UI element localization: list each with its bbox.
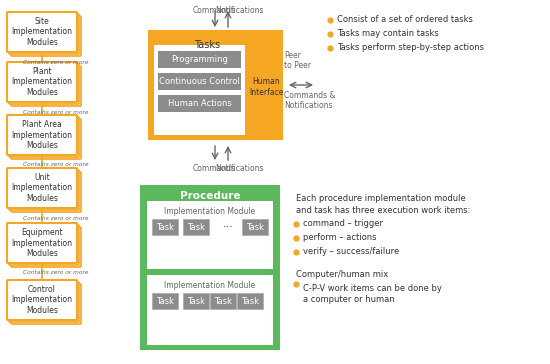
Bar: [242, 219, 268, 235]
FancyBboxPatch shape: [11, 119, 81, 159]
Text: Each procedure implementation module
and task has three execution work items:: Each procedure implementation module and…: [296, 194, 470, 215]
Text: Contains zero or more: Contains zero or more: [23, 215, 89, 221]
FancyBboxPatch shape: [9, 282, 79, 322]
Text: Task: Task: [246, 222, 264, 232]
Text: Human
Interface: Human Interface: [249, 77, 283, 97]
Bar: [237, 293, 263, 309]
Text: C-P-V work items can be done by
a computer or human: C-P-V work items can be done by a comput…: [303, 284, 442, 304]
Text: Computer/human mix: Computer/human mix: [296, 270, 388, 279]
Text: Contains zero or more: Contains zero or more: [23, 270, 89, 276]
FancyBboxPatch shape: [7, 62, 77, 102]
FancyBboxPatch shape: [11, 16, 81, 56]
Bar: [154, 45, 245, 135]
Text: Task: Task: [156, 222, 174, 232]
Text: Plant Area
Implementation
Modules: Plant Area Implementation Modules: [12, 120, 73, 150]
Text: Tasks perform step-by-step actions: Tasks perform step-by-step actions: [337, 44, 484, 52]
Bar: [158, 51, 241, 68]
Text: Contains zero or more: Contains zero or more: [23, 59, 89, 64]
Text: ···: ···: [223, 222, 233, 232]
Text: Task: Task: [214, 297, 232, 305]
Text: Unit
Implementation
Modules: Unit Implementation Modules: [12, 173, 73, 203]
Text: Human Actions: Human Actions: [168, 99, 232, 108]
FancyBboxPatch shape: [7, 12, 77, 52]
Bar: [152, 293, 178, 309]
FancyBboxPatch shape: [9, 225, 79, 265]
FancyBboxPatch shape: [9, 64, 79, 104]
Text: Peer
to Peer: Peer to Peer: [284, 51, 311, 70]
Text: Task: Task: [241, 297, 259, 305]
FancyBboxPatch shape: [11, 284, 81, 324]
Text: Task: Task: [187, 297, 205, 305]
Text: Implementation Module: Implementation Module: [164, 206, 256, 215]
Text: Tasks: Tasks: [194, 40, 221, 50]
Text: Programming: Programming: [171, 55, 228, 64]
FancyBboxPatch shape: [9, 14, 79, 54]
Text: perform – actions: perform – actions: [303, 233, 377, 242]
Bar: [158, 73, 241, 90]
Bar: [152, 219, 178, 235]
Bar: [147, 201, 273, 269]
FancyBboxPatch shape: [9, 170, 79, 210]
Bar: [140, 185, 280, 350]
Text: verify – success/failure: verify – success/failure: [303, 248, 399, 257]
Text: Consist of a set of ordered tasks: Consist of a set of ordered tasks: [337, 16, 473, 24]
FancyBboxPatch shape: [7, 115, 77, 155]
FancyBboxPatch shape: [11, 227, 81, 267]
Bar: [183, 219, 209, 235]
Text: Notifications: Notifications: [216, 6, 264, 15]
FancyBboxPatch shape: [7, 223, 77, 263]
Text: Plant
Implementation
Modules: Plant Implementation Modules: [12, 67, 73, 97]
Text: Task: Task: [187, 222, 205, 232]
Text: Task: Task: [156, 297, 174, 305]
Text: Notifications: Notifications: [216, 164, 264, 173]
Bar: [210, 293, 236, 309]
Text: Commands: Commands: [192, 6, 235, 15]
FancyBboxPatch shape: [9, 117, 79, 157]
Text: Contains zero or more: Contains zero or more: [23, 111, 89, 115]
Text: Equipment
Implementation
Modules: Equipment Implementation Modules: [12, 228, 73, 258]
Bar: [158, 95, 241, 112]
Text: Continuous Control: Continuous Control: [159, 77, 240, 86]
FancyBboxPatch shape: [7, 280, 77, 320]
Bar: [183, 293, 209, 309]
Text: Control
Implementation
Modules: Control Implementation Modules: [12, 285, 73, 315]
Text: Implementation Module: Implementation Module: [164, 281, 256, 289]
Text: Site
Implementation
Modules: Site Implementation Modules: [12, 17, 73, 47]
Text: Commands: Commands: [192, 164, 235, 173]
FancyBboxPatch shape: [7, 168, 77, 208]
FancyBboxPatch shape: [11, 172, 81, 212]
Text: Tasks may contain tasks: Tasks may contain tasks: [337, 29, 439, 39]
Text: command – trigger: command – trigger: [303, 219, 383, 229]
Bar: [148, 30, 283, 140]
Text: Procedure: Procedure: [180, 191, 240, 201]
Text: Commands &
Notifications: Commands & Notifications: [284, 91, 336, 110]
Bar: [147, 275, 273, 345]
Text: Contains zero or more: Contains zero or more: [23, 162, 89, 167]
FancyBboxPatch shape: [11, 66, 81, 106]
